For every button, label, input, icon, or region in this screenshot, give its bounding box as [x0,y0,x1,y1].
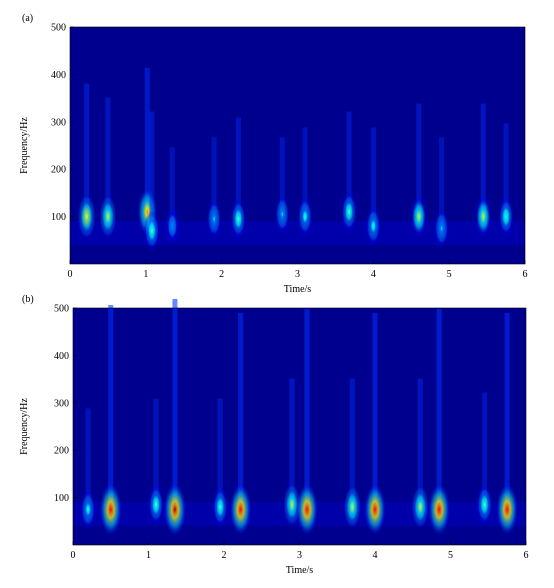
energy-blob [77,195,96,239]
harmonic-streak [238,312,244,510]
harmonic-streak [439,137,445,229]
energy-blob [498,197,514,236]
x-tick-label: 4 [371,269,376,280]
y-tick-label: 500 [51,23,66,34]
harmonic-streak [346,111,352,212]
harmonic-streak [480,103,486,217]
y-tick-label: 200 [54,446,69,457]
energy-blob [100,484,122,535]
energy-blob [428,484,450,535]
energy-blob [476,484,493,525]
x-ticks-a: 0 1 2 3 4 5 6 [68,260,528,280]
harmonic-streak [416,103,422,217]
energy-blob [341,192,357,232]
harmonic-streak [370,127,376,227]
energy-blob [212,487,228,527]
harmonic-streak [108,304,114,510]
x-tick-label: 5 [448,550,453,561]
harmonic-streak [349,378,355,508]
energy-blob [230,199,247,239]
harmonic-streak [372,312,378,510]
x-axis-title-b: Time/s [286,565,314,576]
x-tick-label: 1 [143,269,148,280]
energy-blob [144,211,160,251]
low-frequency-band [70,221,525,246]
x-ticks-b: 0 1 2 3 4 5 6 [71,541,529,561]
x-tick-label: 3 [295,269,300,280]
harmonic-streak [304,308,310,510]
y-tick-label: 300 [51,117,66,128]
panel-label-a: (a) [22,13,33,24]
energy-blob [230,484,251,535]
y-axis-title-a: Frequency/Hz [19,117,30,174]
y-tick-label: 500 [54,304,69,315]
harmonic-streak [169,147,175,227]
harmonic-streak [289,378,295,505]
energy-blob [99,196,117,238]
harmonic-streak [172,298,178,510]
x-tick-label: 0 [68,269,73,280]
energy-blob [496,484,518,535]
x-tick-label: 0 [71,550,76,561]
y-tick-label: 200 [51,165,66,176]
harmonic-streak [144,67,150,212]
energy-blob [164,484,186,535]
panel-label-b: (b) [22,294,34,305]
x-tick-label: 2 [219,269,224,280]
y-axis-title-b: Frequency/Hz [19,398,30,455]
harmonic-streak [503,123,509,217]
energy-blobs-b [73,298,526,535]
harmonic-streak [149,111,155,231]
y-tick-label: 300 [54,398,69,409]
x-tick-label: 3 [297,550,302,561]
harmonic-streak [85,408,91,510]
energy-blob [475,196,492,237]
spectrogram-panel-a: (a) 0 1 2 3 4 5 6 100 200 300 400 500 Time/s Frequ… [19,13,528,295]
energy-blob [434,210,449,247]
energy-blob [80,490,96,529]
spectrogram-panel-b: (b) 0 1 2 3 4 5 6 100 200 300 400 500 Time/s Frequ… [19,294,529,576]
energy-blob [365,207,381,245]
x-tick-label: 4 [373,550,378,561]
harmonic-streak [436,308,442,510]
y-ticks-b: 100 200 300 400 500 [54,304,77,504]
energy-blobs-a [70,67,525,251]
energy-blob [206,200,222,238]
y-tick-label: 100 [54,493,69,504]
energy-blob [410,196,427,237]
energy-blob [364,484,386,535]
harmonic-streak [153,398,159,505]
harmonic-streak [302,127,308,217]
energy-blob [297,197,313,236]
x-tick-label: 1 [146,550,151,561]
harmonic-streak [417,378,423,508]
harmonic-streak [211,137,217,219]
harmonic-streak [235,117,241,219]
energy-blob [344,486,361,528]
y-ticks-a: 100 200 300 400 500 [51,23,74,223]
harmonic-streak [504,312,510,510]
x-axis-title-a: Time/s [284,284,312,295]
x-tick-label: 6 [523,269,528,280]
x-tick-label: 6 [524,550,529,561]
harmonic-streak [84,83,90,217]
energy-blob [165,208,180,244]
energy-blob [148,485,164,525]
y-tick-label: 100 [51,212,66,223]
energy-blob [283,484,301,526]
harmonic-streak [481,392,487,505]
x-tick-label: 5 [447,269,452,280]
harmonic-streak [217,398,223,508]
x-tick-label: 2 [222,550,227,561]
y-tick-label: 400 [54,351,69,362]
harmonic-streak [279,137,285,215]
harmonic-streak [105,97,111,217]
energy-blob [296,484,318,535]
y-tick-label: 400 [51,70,66,81]
energy-blob [275,196,290,233]
energy-blob [412,486,429,528]
